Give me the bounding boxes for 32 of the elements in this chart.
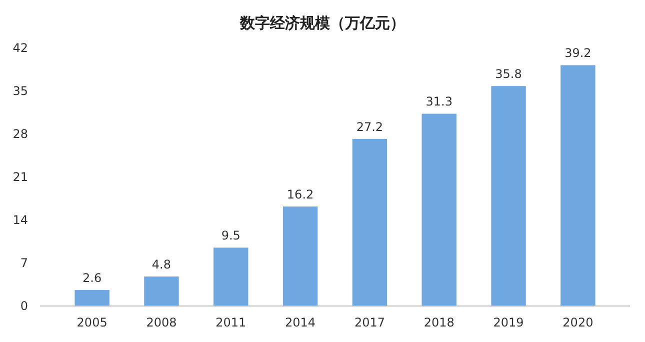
y-tick-label: 42 bbox=[12, 40, 28, 55]
data-label: 4.8 bbox=[152, 258, 172, 272]
data-label: 27.2 bbox=[356, 120, 384, 134]
bar bbox=[144, 276, 179, 306]
bar bbox=[282, 206, 318, 306]
x-tick-label: 2011 bbox=[216, 316, 246, 330]
y-tick-label: 35 bbox=[12, 84, 28, 98]
data-label: 9.5 bbox=[221, 228, 240, 243]
x-tick-label: 2020 bbox=[562, 316, 594, 330]
x-tick-label: 2014 bbox=[285, 316, 316, 330]
bar bbox=[352, 138, 388, 306]
y-tick-label: 0 bbox=[20, 298, 28, 313]
data-label: 2.6 bbox=[82, 271, 102, 286]
chart-title: 数字经济规模（万亿元） bbox=[239, 14, 405, 32]
x-tick-label: 2008 bbox=[146, 316, 177, 330]
bar bbox=[214, 248, 248, 306]
x-tick-label: 2019 bbox=[493, 316, 524, 330]
y-tick-label: 14 bbox=[12, 212, 28, 227]
x-tick-label: 2018 bbox=[424, 316, 454, 330]
data-label: 16.2 bbox=[286, 187, 314, 202]
data-label: 31.3 bbox=[426, 94, 452, 109]
y-tick-label: 7 bbox=[20, 256, 28, 270]
bar bbox=[74, 290, 110, 306]
x-tick-label: 2005 bbox=[76, 316, 108, 330]
y-tick-label: 28 bbox=[12, 126, 28, 141]
bar bbox=[422, 114, 456, 306]
bar bbox=[491, 86, 526, 306]
data-label: 39.2 bbox=[564, 46, 592, 60]
y-tick-label: 21 bbox=[12, 170, 28, 184]
x-tick-label: 2017 bbox=[354, 316, 385, 330]
data-label: 35.8 bbox=[495, 67, 522, 82]
bar bbox=[560, 65, 596, 306]
